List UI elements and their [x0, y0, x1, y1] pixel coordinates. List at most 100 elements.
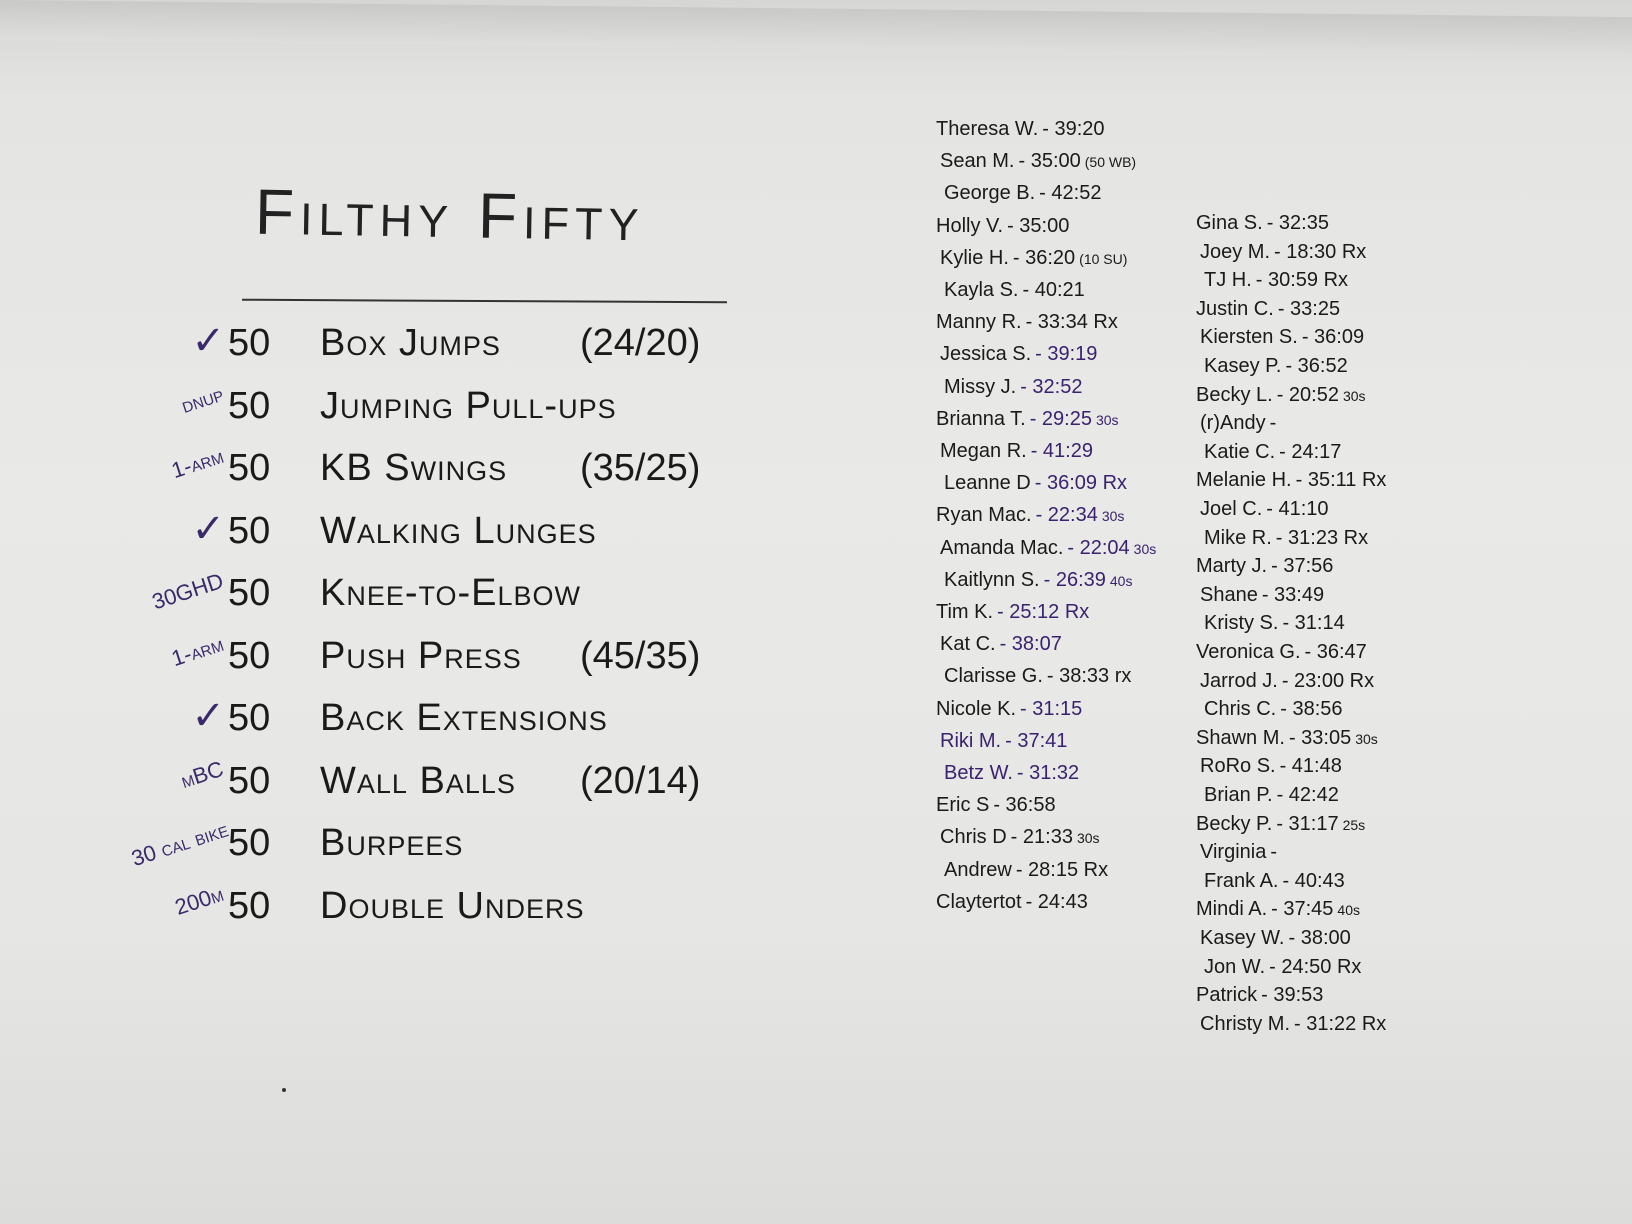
athlete-name: Melanie H.	[1196, 469, 1292, 492]
result-time: - 29:25	[1029, 407, 1092, 430]
athlete-name: Theresa W.	[936, 118, 1039, 140]
result-entry: Megan R. - 41:29	[940, 440, 1093, 463]
exercise-weight: (35/25)	[580, 447, 701, 489]
result-entry: Tim K. - 25:12 Rx	[936, 601, 1089, 624]
athlete-name: Missy J.	[944, 375, 1017, 398]
result-entry: Patrick - 39:53	[1196, 984, 1323, 1007]
scaling-note: 200m	[171, 880, 227, 920]
athlete-name: Kayla S.	[944, 279, 1019, 301]
result-time: - 36:09	[1301, 326, 1365, 349]
result-time: - 22:04	[1067, 536, 1130, 559]
result-time: - 30:59 Rx	[1255, 269, 1349, 292]
result-entry: Veronica G. - 36:47	[1196, 641, 1367, 664]
result-note: 40s	[1337, 902, 1360, 919]
result-time: - 33:49	[1261, 583, 1325, 606]
athlete-name: Megan R.	[940, 440, 1027, 462]
result-entry: Claytertot - 24:43	[936, 891, 1088, 914]
scaling-note: 30GHD	[148, 567, 227, 615]
athlete-name: George B.	[944, 182, 1036, 205]
rep-count: 50	[228, 322, 271, 364]
result-entry: Katie C. - 24:17	[1204, 441, 1341, 464]
result-time: - 39:53	[1261, 984, 1324, 1007]
athlete-name: Shane	[1200, 583, 1258, 606]
result-entry: Shawn M. - 33:05 30s	[1196, 727, 1378, 750]
athlete-name: Mike R.	[1204, 526, 1272, 549]
athlete-name: RoRo S.	[1200, 755, 1276, 778]
result-entry: Becky L. - 20:52 30s	[1196, 384, 1366, 407]
athlete-name: Kasey P.	[1204, 355, 1282, 377]
athlete-name: Brianna T.	[936, 407, 1026, 430]
athlete-name: Brian P.	[1204, 784, 1273, 806]
result-time: - 33:34 Rx	[1025, 311, 1118, 334]
athlete-name: Chris C.	[1204, 698, 1277, 721]
result-time: - 36:47	[1304, 641, 1367, 663]
result-entry: Jon W. - 24:50 Rx	[1204, 956, 1361, 979]
athlete-name: Veronica G.	[1196, 641, 1301, 663]
result-time: - 39:20	[1042, 118, 1105, 140]
scaling-note: mBC	[177, 755, 227, 793]
whiteboard-top-edge	[0, 0, 1632, 58]
result-time: - 31:22 Rx	[1294, 1012, 1387, 1035]
athlete-name: Becky L.	[1196, 383, 1273, 406]
result-time: - 38:33 rx	[1046, 665, 1132, 688]
result-time: - 23:00 Rx	[1281, 669, 1375, 692]
result-entry: Christy M. - 31:22 Rx	[1200, 1013, 1386, 1036]
athlete-name: Gina S.	[1196, 212, 1263, 234]
result-entry: Amanda Mac. - 22:04 30s	[940, 537, 1156, 560]
athlete-name: Chris D	[940, 826, 1007, 849]
result-time: - 36:52	[1285, 355, 1348, 377]
result-note: 30s	[1355, 730, 1378, 747]
result-entry: Frank A. - 40:43	[1204, 870, 1345, 893]
athlete-name: Kasey W.	[1200, 927, 1285, 949]
result-entry: Kasey W. - 38:00	[1200, 927, 1351, 950]
rep-count: 50	[228, 822, 271, 864]
athlete-name: Mindi A.	[1196, 898, 1268, 921]
exercise-name: Box Jumps	[320, 322, 501, 364]
result-entry: Kaitlynn S. - 26:39 40s	[944, 569, 1132, 592]
scaling-note: dnup	[178, 380, 227, 418]
athlete-name: Frank A.	[1204, 869, 1279, 892]
exercise-name: Walking Lunges	[320, 509, 597, 552]
athlete-name: TJ H.	[1204, 269, 1252, 292]
result-time: - 25:12 Rx	[997, 601, 1090, 623]
rep-count: 50	[228, 634, 271, 677]
athlete-name: Amanda Mac.	[940, 536, 1064, 559]
title-underline	[241, 298, 728, 304]
athlete-name: Jessica S.	[940, 343, 1032, 366]
result-note: (10 SU)	[1079, 250, 1128, 267]
result-entry: Nicole K. - 31:15	[936, 698, 1082, 721]
result-time: - 33:25	[1277, 297, 1341, 320]
result-entry: Jessica S. - 39:19	[940, 343, 1097, 366]
result-entry: Mindi A. - 37:45 40s	[1196, 898, 1360, 921]
result-entry: Kasey P. - 36:52	[1204, 355, 1348, 378]
result-entry: Theresa W. - 39:20	[936, 118, 1105, 141]
result-entry: Shane - 33:49	[1200, 584, 1324, 607]
scaling-note: 1-arm	[168, 442, 227, 484]
result-note: 30s	[1133, 540, 1157, 557]
result-entry: (r)Andy -	[1200, 412, 1276, 435]
athlete-name: Ryan Mac.	[936, 504, 1032, 527]
athlete-name: Justin C.	[1196, 297, 1274, 320]
result-entry: Leanne D- 36:09 Rx	[944, 472, 1127, 495]
checkmark-icon: ✓	[191, 506, 225, 551]
result-time: - 31:15	[1020, 697, 1083, 720]
result-entry: Brianna T. - 29:25 30s	[936, 408, 1119, 431]
exercise-weight: (45/35)	[580, 634, 701, 677]
result-entry: Joel C. - 41:10	[1200, 498, 1329, 521]
exercise-weight: (20/14)	[580, 759, 701, 802]
athlete-name: (r)Andy	[1200, 412, 1266, 435]
athlete-name: Marty J.	[1196, 555, 1268, 578]
result-note: 30s	[1101, 508, 1125, 525]
rep-count: 50	[228, 384, 271, 427]
result-time: -	[1270, 841, 1278, 864]
result-time: - 39:19	[1035, 343, 1098, 366]
result-entry: Justin C. - 33:25	[1196, 298, 1340, 321]
result-note: 40s	[1109, 572, 1133, 589]
result-time: - 31:14	[1282, 612, 1345, 635]
result-entry: Virginia -	[1200, 841, 1277, 864]
result-time: - 35:00	[1018, 150, 1081, 173]
result-note: 30s	[1095, 411, 1119, 428]
athlete-name: Christy M.	[1200, 1012, 1290, 1035]
result-entry: Riki M. - 37:41	[940, 730, 1067, 753]
athlete-name: Kristy S.	[1204, 612, 1279, 635]
